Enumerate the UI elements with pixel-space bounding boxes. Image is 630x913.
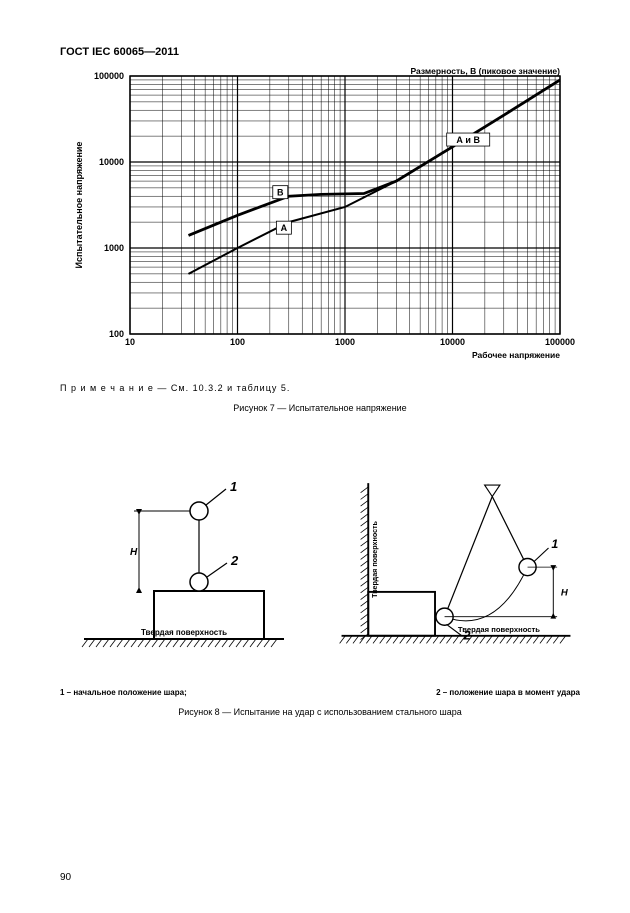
svg-text:Испытательное напряжение: Испытательное напряжение: [74, 142, 84, 269]
figure-8-legend: 1 – начальное положение шара; 2 – положе…: [60, 688, 580, 697]
svg-text:H: H: [561, 588, 569, 599]
note-text: П р и м е ч а н и e — См. 10.3.2 и табли…: [60, 383, 580, 393]
svg-text:Рабочее напряжение: Рабочее напряжение: [472, 350, 560, 360]
svg-text:1: 1: [230, 479, 237, 494]
svg-text:10000: 10000: [99, 157, 124, 167]
doc-header: ГОСТ IEC 60065—2011: [60, 46, 580, 58]
legend-right: 2 – положение шара в момент удара: [436, 688, 580, 697]
svg-text:1000: 1000: [335, 337, 355, 347]
figure-7-chart: 10100100010000100000100100010000100000Ра…: [60, 64, 580, 369]
svg-text:А: А: [281, 223, 288, 233]
svg-text:1: 1: [551, 537, 558, 551]
figure-8-diagrams: Твердая поверхностьH12 Твердая поверхнос…: [60, 459, 580, 684]
diagram-left: Твердая поверхностьH12: [60, 459, 308, 684]
figure-8-caption: Рисунок 8 — Испытание на удар с использо…: [60, 707, 580, 717]
svg-text:1000: 1000: [104, 243, 124, 253]
svg-text:2: 2: [463, 629, 471, 643]
svg-text:100: 100: [230, 337, 245, 347]
diagram-right: Твердая поверхностьТвердая поверхностьH1…: [332, 459, 580, 684]
legend-left: 1 – начальное положение шара;: [60, 688, 187, 697]
svg-text:А и В: А и В: [456, 135, 480, 145]
svg-text:10: 10: [125, 337, 135, 347]
figure-7-caption: Рисунок 7 — Испытательное напряжение: [60, 403, 580, 413]
svg-text:10000: 10000: [440, 337, 465, 347]
svg-text:2: 2: [230, 553, 239, 568]
page-number: 90: [60, 872, 71, 883]
svg-text:100: 100: [109, 329, 124, 339]
svg-text:В: В: [277, 188, 284, 198]
svg-text:Твердая поверхность: Твердая поверхность: [371, 520, 379, 597]
svg-text:100000: 100000: [545, 337, 575, 347]
svg-text:H: H: [130, 547, 138, 558]
svg-text:100000: 100000: [94, 71, 124, 81]
svg-text:Размерность, В (пиковое значен: Размерность, В (пиковое значение): [410, 66, 560, 76]
